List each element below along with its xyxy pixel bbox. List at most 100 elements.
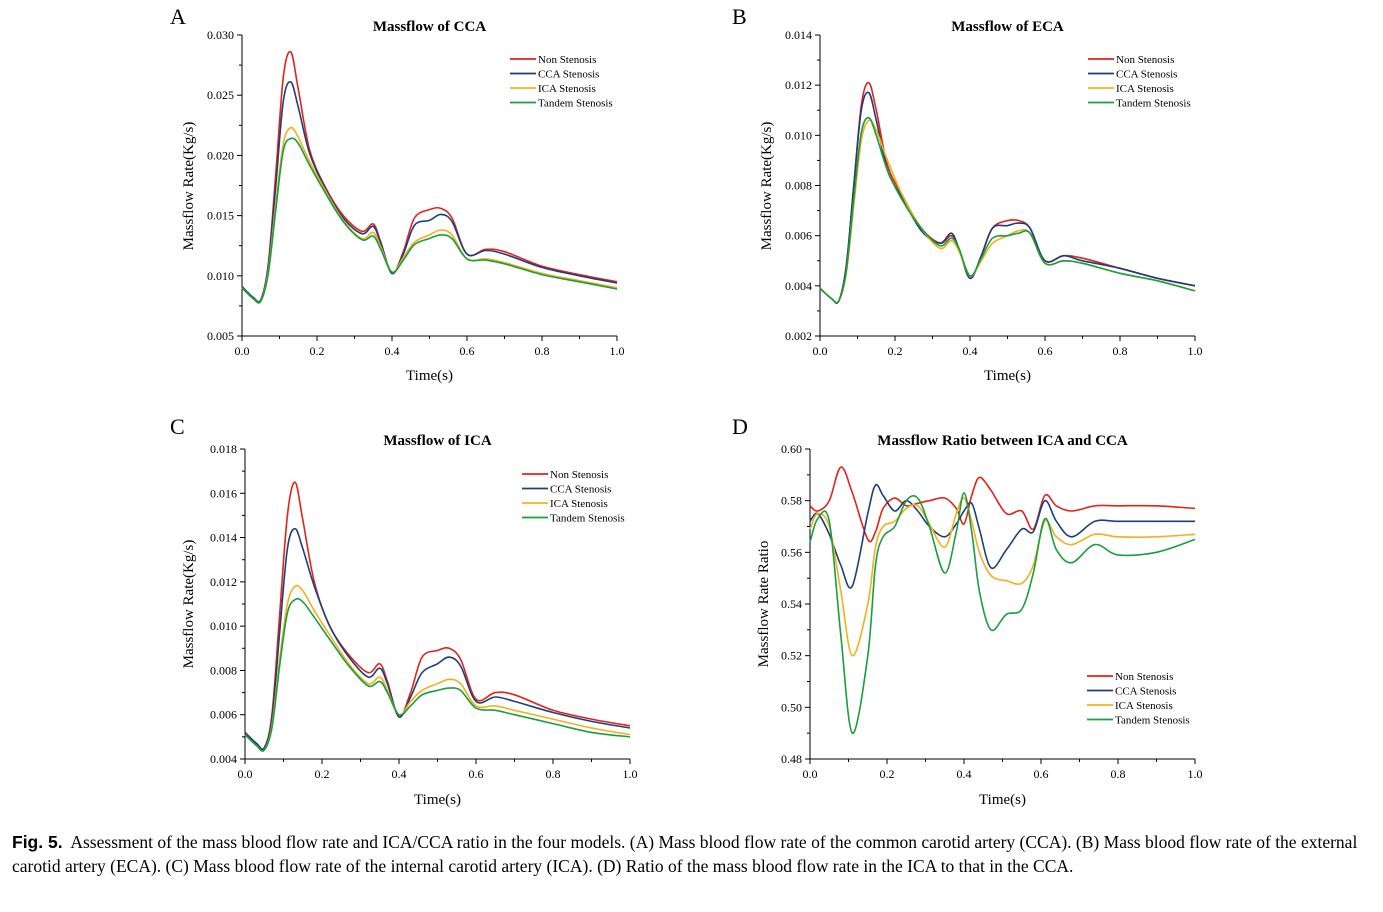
legend: Non Stenosis CCA Stenosis ICA Stenosis Tand… [1088, 54, 1191, 110]
x-tick-label: 1.0 [1188, 344, 1203, 358]
series-line-cca-stenosis [809, 483, 1195, 589]
legend-entry: Tandem Stenosis [1115, 715, 1190, 727]
legend-entry: CCA Stenosis [538, 69, 599, 81]
panel-label: C [170, 414, 185, 439]
series-line-non-stenosis [809, 466, 1196, 543]
x-tick-label: 0.8 [1113, 344, 1128, 358]
y-tick-label: 0.014 [210, 531, 237, 545]
x-tick-label: 0.8 [535, 344, 550, 358]
x-tick-label: 0.0 [238, 767, 253, 781]
x-tick-label: 0.8 [546, 767, 561, 781]
series-line-cca-stenosis [241, 81, 618, 303]
y-tick-label: 0.008 [785, 179, 812, 193]
caption-text: Assessment of the mass blood flow rate a… [12, 832, 1358, 876]
x-tick-label: 1.0 [1188, 767, 1203, 781]
y-tick-label: 0.006 [785, 229, 812, 243]
legend-entry: Non Stenosis [1115, 671, 1173, 683]
panel-label: B [732, 4, 747, 29]
y-tick-label: 0.010 [785, 128, 812, 142]
y-axis-label: Massflow Rate Ratio [756, 541, 772, 668]
y-tick-label: 0.58 [781, 494, 802, 508]
series-line-tandem-stenosis [819, 116, 1196, 304]
panel-label: D [732, 414, 748, 439]
y-tick-label: 0.002 [785, 329, 812, 343]
y-tick-label: 0.012 [785, 78, 812, 92]
legend-entry: ICA Stenosis [1116, 83, 1174, 95]
figure-caption: Fig. 5. Assessment of the mass blood flo… [12, 830, 1372, 878]
legend-entry: Non Stenosis [550, 469, 608, 481]
x-tick-label: 0.6 [460, 344, 475, 358]
y-tick-label: 0.025 [207, 88, 234, 102]
legend-entry: Non Stenosis [1116, 54, 1174, 66]
panel-label: A [170, 4, 186, 29]
y-tick-label: 0.016 [210, 486, 237, 500]
series-line-non-stenosis [244, 481, 631, 751]
legend: Non Stenosis CCA Stenosis ICA Stenosis Tand… [522, 469, 625, 525]
y-tick-label: 0.008 [210, 663, 237, 677]
chart-title: Massflow of CCA [373, 19, 486, 35]
y-tick-label: 0.018 [210, 442, 237, 456]
y-tick-label: 0.004 [785, 279, 812, 293]
x-tick-label: 0.4 [385, 344, 400, 358]
y-tick-label: 0.030 [207, 28, 234, 42]
x-axis-label: Time(s) [984, 368, 1031, 384]
y-tick-label: 0.48 [781, 752, 802, 766]
legend-entry: Tandem Stenosis [538, 98, 613, 110]
y-axis-label: Massflow Rate(Kg/s) [759, 122, 775, 251]
legend-entry: CCA Stenosis [1116, 69, 1177, 81]
y-tick-label: 0.020 [207, 148, 234, 162]
y-tick-label: 0.014 [785, 28, 812, 42]
x-tick-label: 0.2 [315, 767, 330, 781]
series-line-ica-stenosis [241, 126, 618, 304]
series-line-non-stenosis [241, 50, 618, 303]
x-tick-label: 0.2 [310, 344, 325, 358]
y-tick-label: 0.54 [781, 597, 802, 611]
chart-panel-a: A Massflow of CCA 0.0 0.2 0.4 0.6 0.8 1.0 0.005 0… [170, 4, 625, 384]
legend: Non Stenosis CCA Stenosis ICA Stenosis Tand… [1087, 671, 1190, 727]
series-line-tandem-stenosis [244, 597, 631, 752]
x-tick-label: 0.0 [235, 344, 250, 358]
x-tick-label: 0.4 [957, 767, 972, 781]
x-tick-label: 0.6 [1038, 344, 1053, 358]
x-tick-label: 0.6 [469, 767, 484, 781]
legend-entry: CCA Stenosis [550, 484, 611, 496]
series-line-non-stenosis [819, 81, 1196, 304]
legend-entry: Tandem Stenosis [1116, 98, 1191, 110]
chart-title: Massflow of ICA [383, 433, 491, 449]
series-line-tandem-stenosis [241, 137, 618, 304]
series-line-ica-stenosis [819, 119, 1196, 304]
y-tick-label: 0.50 [781, 700, 802, 714]
series-line-ica-stenosis [244, 584, 631, 752]
y-tick-label: 0.006 [210, 708, 237, 722]
y-tick-label: 0.005 [207, 329, 234, 343]
y-tick-label: 0.015 [207, 209, 234, 223]
x-tick-label: 0.0 [813, 344, 828, 358]
x-axis-label: Time(s) [979, 792, 1026, 808]
x-tick-label: 0.2 [888, 344, 903, 358]
y-tick-label: 0.52 [781, 649, 802, 663]
y-tick-label: 0.004 [210, 752, 237, 766]
x-tick-label: 1.0 [623, 767, 638, 781]
chart-panel-b: B Massflow of ECA 0.0 0.2 0.4 0.6 0.8 1.0 0.002 0… [732, 4, 1203, 384]
x-tick-label: 0.2 [880, 767, 895, 781]
legend-entry: ICA Stenosis [538, 83, 596, 95]
y-axis-label: Massflow Rate(Kg/s) [181, 540, 197, 669]
x-tick-label: 0.8 [1111, 767, 1126, 781]
series-line-ica-stenosis [809, 497, 1196, 657]
chart-title: Massflow Ratio between ICA and CCA [877, 433, 1128, 449]
x-tick-label: 0.4 [392, 767, 407, 781]
legend: Non Stenosis CCA Stenosis ICA Stenosis Tand… [510, 54, 613, 110]
chart-title: Massflow of ECA [951, 19, 1064, 35]
y-tick-label: 0.010 [210, 619, 237, 633]
legend-entry: ICA Stenosis [1115, 700, 1173, 712]
y-tick-label: 0.60 [781, 442, 802, 456]
legend-entry: Non Stenosis [538, 54, 596, 66]
series-line-tandem-stenosis [809, 492, 1196, 735]
caption-label: Fig. 5. [12, 832, 63, 852]
y-tick-label: 0.012 [210, 575, 237, 589]
chart-panel-c: C Massflow of ICA 0.0 0.2 0.4 0.6 0.8 1.0 0.004 0… [170, 414, 638, 808]
x-tick-label: 0.6 [1034, 767, 1049, 781]
legend-entry: CCA Stenosis [1115, 686, 1176, 698]
x-tick-label: 0.0 [803, 767, 818, 781]
